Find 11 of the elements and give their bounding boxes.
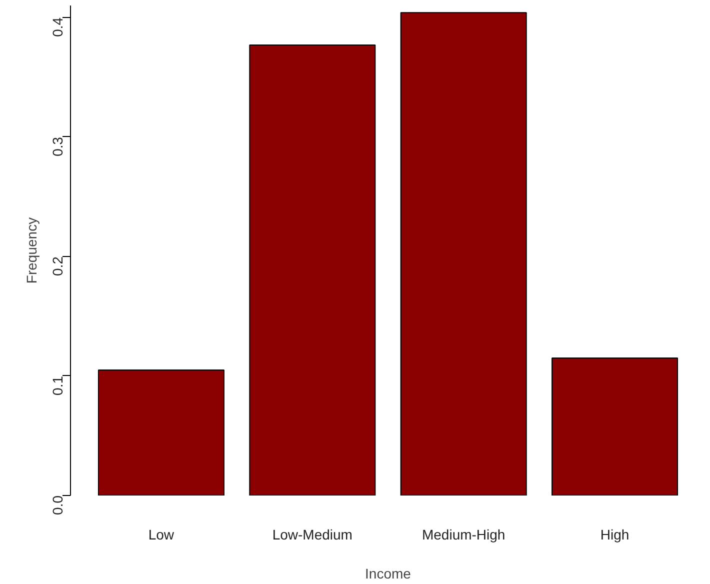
y-tick-label: 0.4	[50, 17, 66, 37]
y-axis-title: Frequency	[24, 217, 40, 284]
y-tick-label: 0.1	[50, 376, 66, 396]
y-tick-label: 0.2	[50, 256, 66, 276]
x-tick-label: High	[600, 526, 630, 542]
x-tick-label: Low-Medium	[272, 526, 352, 542]
x-axis-title: Income	[365, 566, 412, 582]
y-tick-label: 0.3	[50, 136, 66, 156]
x-tick-label: Low	[148, 526, 175, 542]
y-tick-label: 0.0	[50, 495, 66, 515]
x-tick-label: Medium-High	[422, 526, 506, 542]
